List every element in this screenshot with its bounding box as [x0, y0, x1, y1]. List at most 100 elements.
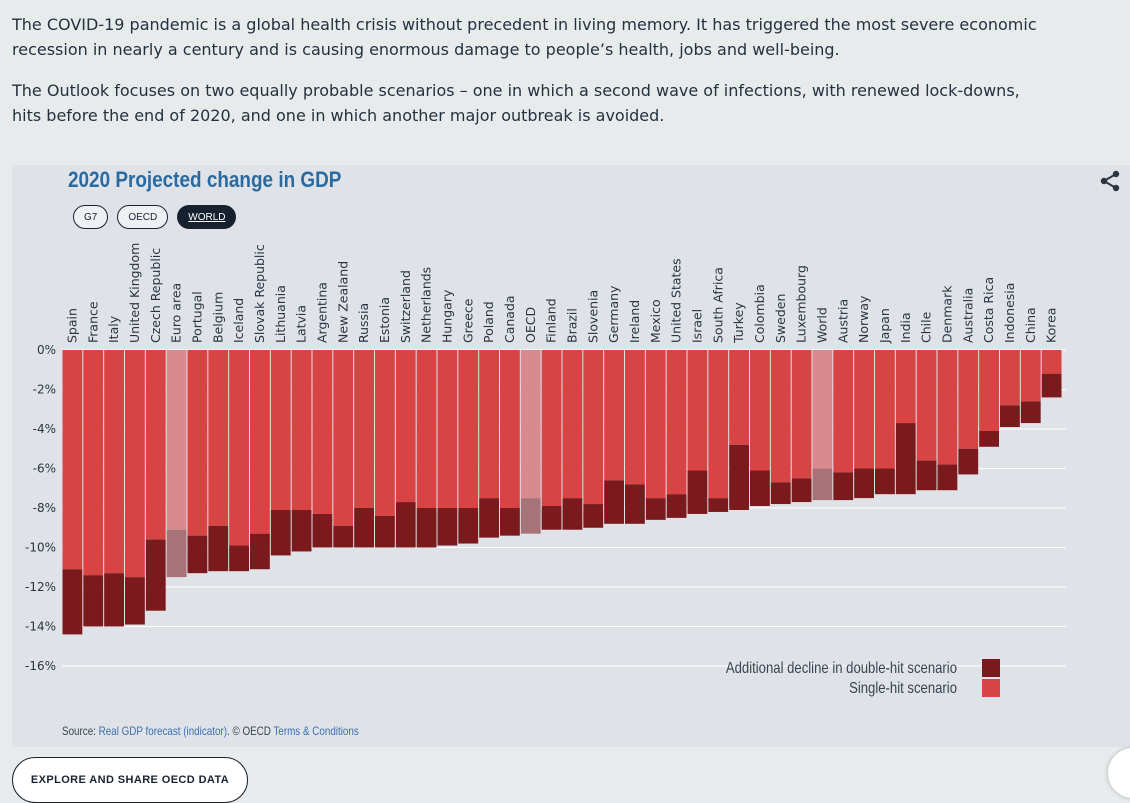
explore-data-button[interactable]: EXPLORE AND SHARE OECD DATA	[12, 757, 248, 803]
share-icon[interactable]	[1098, 169, 1122, 193]
y-tick-label: -14%	[25, 620, 56, 634]
category-label: Indonesia	[1002, 283, 1017, 343]
bar-single-hit	[562, 350, 583, 499]
bar-double-hit	[645, 498, 666, 520]
bar-double-hit	[437, 508, 458, 546]
y-tick-label: 0%	[37, 343, 56, 357]
bar-single-hit	[125, 350, 145, 578]
bar-single-hit	[1041, 350, 1062, 374]
bar-single-hit	[541, 350, 562, 507]
source-indicator-link[interactable]: Real GDP forecast (indicator)	[98, 724, 227, 738]
category-label: Spain	[64, 308, 79, 343]
bar-double-hit	[291, 509, 312, 552]
bar-double-hit	[1020, 401, 1041, 424]
category-label: Iceland	[231, 298, 246, 343]
bar-double-hit	[1041, 373, 1062, 398]
bar-double-hit	[812, 468, 833, 501]
legend-swatch-double-hit	[982, 659, 1000, 677]
bar-single-hit	[1020, 350, 1041, 402]
category-label: Japan	[877, 308, 892, 344]
bar-double-hit	[875, 468, 895, 495]
bar-double-hit	[854, 468, 874, 499]
category-label: Slovenia	[585, 290, 600, 343]
bar-single-hit	[687, 350, 708, 471]
category-label: New Zealand	[335, 261, 350, 343]
bar-single-hit	[520, 350, 541, 499]
bar-double-hit	[666, 494, 687, 518]
category-label: Norway	[856, 295, 871, 343]
category-label: World	[814, 307, 829, 343]
source-note: Source: Real GDP forecast (indicator). ©…	[62, 724, 359, 738]
category-label: Italy	[106, 315, 121, 343]
bar-single-hit	[375, 350, 395, 516]
category-label: Russia	[356, 303, 371, 343]
category-label: Latvia	[294, 305, 309, 343]
category-label: India	[898, 312, 913, 343]
category-label: Switzerland	[398, 270, 413, 343]
bar-double-hit	[916, 460, 937, 491]
category-label: Euro area	[169, 283, 184, 343]
category-label: Portugal	[189, 291, 204, 343]
source-prefix: Source:	[62, 724, 99, 738]
bar-double-hit	[583, 504, 604, 528]
category-label: Poland	[481, 301, 496, 343]
bar-double-hit	[166, 529, 187, 578]
filter-oecd[interactable]: OECD	[117, 205, 169, 229]
bar-double-hit	[833, 472, 854, 501]
bar-double-hit	[458, 508, 479, 544]
category-label: Israel	[689, 309, 704, 343]
bar-double-hit	[145, 539, 166, 611]
category-label: OECD	[523, 307, 538, 343]
category-label: Estonia	[377, 297, 392, 343]
category-label: Hungary	[439, 289, 454, 343]
chart-title: 2020 Projected change in GDP	[68, 167, 342, 192]
bar-double-hit	[791, 478, 812, 503]
bar-single-hit	[791, 350, 812, 479]
bar-double-hit	[375, 515, 395, 548]
bar-single-hit	[312, 350, 333, 514]
bar-single-hit	[708, 350, 729, 499]
category-label: Mexico	[648, 299, 663, 343]
legend-swatch-single-hit	[982, 679, 1000, 697]
intro-paragraph-1: The COVID-19 pandemic is a global health…	[12, 15, 1037, 59]
bar-single-hit	[291, 350, 312, 510]
category-label: Austria	[835, 299, 850, 343]
category-label: South Africa	[710, 267, 725, 343]
bar-double-hit	[520, 498, 541, 534]
terms-link[interactable]: Terms & Conditions	[273, 724, 359, 738]
bar-double-hit	[270, 509, 291, 556]
bar-single-hit	[270, 350, 291, 510]
bar-single-hit	[625, 350, 645, 485]
category-label: Belgium	[210, 292, 225, 343]
bar-single-hit	[729, 350, 749, 445]
category-label: Australia	[960, 288, 975, 343]
bar-double-hit	[416, 508, 437, 548]
bar-double-hit	[354, 508, 374, 548]
y-tick-label: -2%	[33, 383, 56, 397]
filter-g7[interactable]: G7	[73, 205, 109, 229]
filter-world[interactable]: WORLD	[177, 205, 237, 229]
bar-single-hit	[750, 350, 770, 471]
category-label: Denmark	[939, 285, 954, 343]
bar-single-hit	[833, 350, 854, 473]
bar-double-hit	[1000, 405, 1020, 428]
bar-single-hit	[916, 350, 937, 461]
legend-label-double-hit: Additional decline in double-hit scenari…	[726, 660, 957, 677]
bar-double-hit	[229, 545, 249, 572]
bar-single-hit	[187, 350, 208, 536]
bar-double-hit	[604, 480, 624, 524]
bar-double-hit	[479, 498, 499, 538]
category-label: Canada	[502, 295, 517, 343]
floating-action-button[interactable]	[1108, 748, 1130, 798]
bar-double-hit	[333, 525, 354, 548]
bar-single-hit	[979, 350, 999, 431]
bar-single-hit	[479, 350, 499, 499]
bar-single-hit	[333, 350, 354, 526]
bar-single-hit	[500, 350, 520, 508]
category-label: Czech Republic	[148, 248, 163, 343]
bar-single-hit	[458, 350, 479, 508]
category-label: Ireland	[627, 300, 642, 343]
bar-single-hit	[937, 350, 958, 465]
bar-single-hit	[395, 350, 416, 503]
category-label: United Kingdom	[127, 243, 142, 343]
